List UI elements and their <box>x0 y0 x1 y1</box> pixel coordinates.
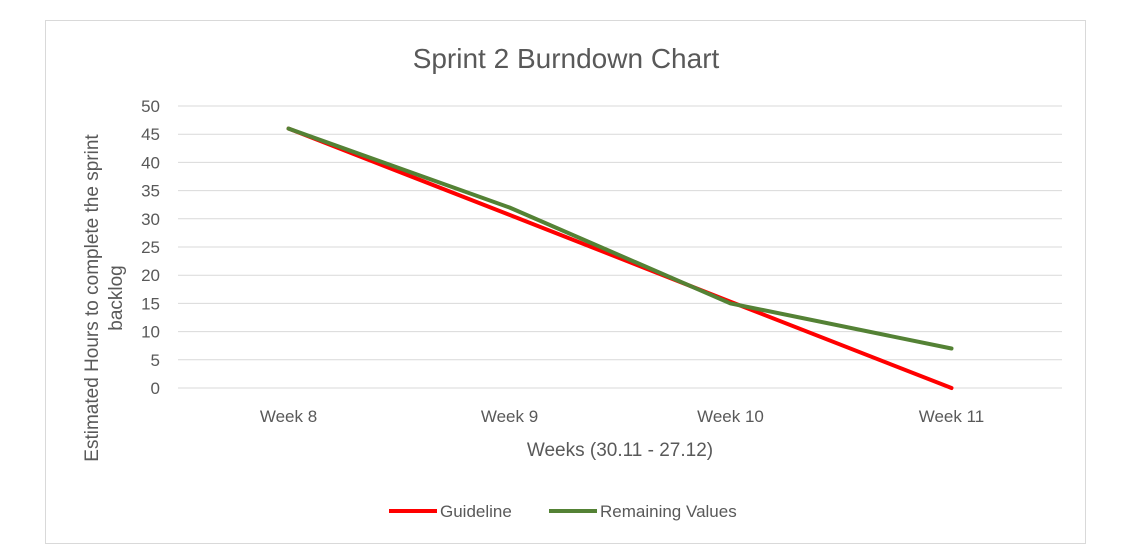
y-tick-label: 0 <box>151 379 160 398</box>
chart-area <box>45 20 1086 544</box>
data-point <box>287 127 290 131</box>
y-tick-label: 25 <box>141 238 160 257</box>
y-tick-label: 20 <box>141 266 160 285</box>
data-point <box>950 347 953 351</box>
x-tick-label: Week 11 <box>919 407 985 426</box>
y-tick-label: 45 <box>141 125 160 144</box>
y-tick-label: 40 <box>141 153 160 172</box>
chart-title: Sprint 2 Burndown Chart <box>413 43 720 74</box>
y-tick-label: 35 <box>141 182 160 201</box>
x-axis-ticks: Week 8 Week 9 Week 10 Week 11 <box>260 407 984 426</box>
series-lines <box>286 126 954 390</box>
legend: Guideline Remaining Values <box>389 502 737 521</box>
x-axis-title: Weeks (30.11 - 27.12) <box>527 440 713 461</box>
data-point <box>508 213 511 217</box>
series-line-0 <box>286 126 954 390</box>
data-point <box>950 386 953 390</box>
y-axis-title: Estimated Hours to complete the sprint b… <box>82 134 127 462</box>
y-tick-label: 15 <box>141 294 160 313</box>
y-tick-label: 50 <box>141 97 160 116</box>
legend-label-guideline: Guideline <box>440 502 512 521</box>
y-axis-title-line-2: backlog <box>106 265 127 331</box>
y-tick-label: 5 <box>151 351 160 370</box>
y-axis-ticks: 0 5 10 15 20 25 30 35 40 45 50 <box>141 97 160 398</box>
series-line-1 <box>286 126 954 351</box>
y-tick-label: 30 <box>141 210 160 229</box>
data-point <box>508 206 511 210</box>
data-point <box>729 301 732 305</box>
x-tick-label: Week 10 <box>697 407 764 426</box>
y-tick-label: 10 <box>141 323 160 342</box>
x-tick-label: Week 8 <box>260 407 317 426</box>
legend-label-remaining-values: Remaining Values <box>600 502 737 521</box>
y-axis-title-line-1: Estimated Hours to complete the sprint <box>82 134 103 462</box>
gridlines <box>178 105 1062 389</box>
x-tick-label: Week 9 <box>481 407 538 426</box>
